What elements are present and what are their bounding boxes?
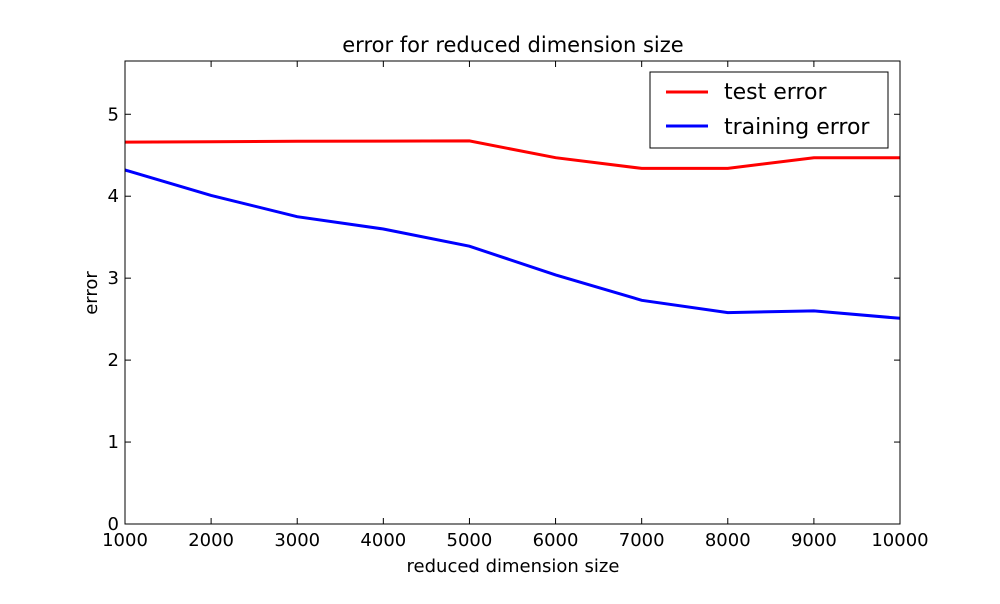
y-axis-label: error	[81, 271, 102, 315]
x-tick-label: 4000	[360, 530, 406, 551]
x-tick-label: 10000	[871, 530, 928, 551]
legend-box	[649, 71, 889, 149]
y-tick-label: 2	[108, 350, 119, 371]
x-tick-label: 3000	[274, 530, 320, 551]
y-tick-label: 4	[108, 186, 119, 207]
plot-series	[124, 139, 901, 320]
chart-title: error for reduced dimension size	[342, 33, 683, 57]
x-tick-label: 5000	[447, 530, 493, 551]
x-axis-label: reduced dimension size	[407, 556, 620, 577]
x-axis-ticks: 1000 2000 3000 4000 5000 6000 7000 8000 9000 1000…	[102, 61, 929, 551]
y-tick-label: 0	[108, 514, 119, 535]
legend-label-test-error: test error	[724, 80, 827, 105]
y-tick-label: 5	[108, 104, 119, 125]
y-tick-label: 3	[108, 268, 119, 289]
x-tick-label: 9000	[791, 530, 837, 551]
x-tick-label: 2000	[188, 530, 234, 551]
x-tick-label: 8000	[705, 530, 751, 551]
series-line-training-error	[124, 168, 901, 320]
x-tick-label: 1000	[102, 530, 148, 551]
plot-area-frame	[124, 60, 901, 525]
y-axis-ticks: 0 1 2 3 4 5	[108, 104, 900, 535]
x-tick-label: 6000	[533, 530, 579, 551]
legend-label-training-error: training error	[724, 115, 870, 140]
series-line-test-error	[124, 139, 900, 170]
legend: test error training error	[649, 71, 889, 149]
y-tick-label: 1	[108, 432, 119, 453]
x-tick-label: 7000	[619, 530, 665, 551]
